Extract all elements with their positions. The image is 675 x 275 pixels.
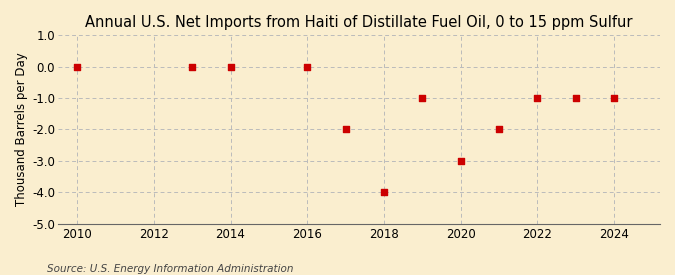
Point [302,65,313,69]
Point [340,127,351,132]
Point [570,96,581,100]
Point [379,190,389,194]
Point [225,65,236,69]
Point [417,96,428,100]
Y-axis label: Thousand Barrels per Day: Thousand Barrels per Day [15,53,28,206]
Point [455,159,466,163]
Point [493,127,504,132]
Title: Annual U.S. Net Imports from Haiti of Distillate Fuel Oil, 0 to 15 ppm Sulfur: Annual U.S. Net Imports from Haiti of Di… [85,15,632,30]
Point [609,96,620,100]
Text: Source: U.S. Energy Information Administration: Source: U.S. Energy Information Administ… [47,264,294,274]
Point [72,65,82,69]
Point [532,96,543,100]
Point [187,65,198,69]
